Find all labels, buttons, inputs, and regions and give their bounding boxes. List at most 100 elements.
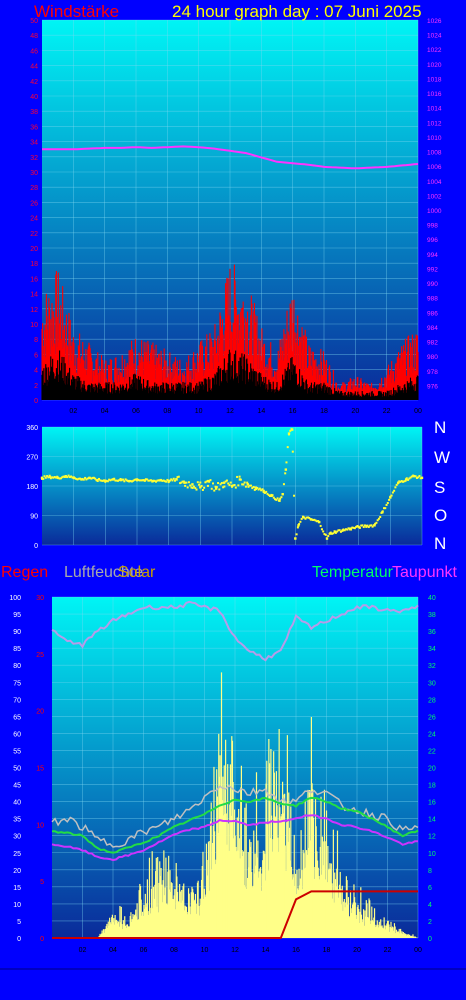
pressure-y-tick-label: 994 [427, 252, 438, 259]
direction-point [60, 477, 62, 480]
humidity-y-tick-label: 10 [13, 902, 21, 909]
direction-point [228, 484, 231, 487]
temperature-y-tick-label: 12 [428, 834, 436, 841]
rain-y-tick-label: 5 [40, 879, 44, 886]
wind-y-tick-label: 18 [30, 261, 38, 268]
direction-point [258, 487, 261, 490]
direction-point [338, 529, 341, 532]
direction-point [404, 479, 407, 482]
direction-point [72, 477, 75, 480]
temperature-y-tick-label: 8 [428, 868, 432, 875]
humidity-y-tick-label: 20 [13, 868, 21, 875]
direction-point [73, 477, 76, 480]
wind-y-tick-label: 40 [30, 94, 38, 101]
direction-point [61, 476, 64, 479]
direction-point [101, 479, 104, 482]
direction-point [256, 486, 259, 489]
direction-point [163, 480, 166, 483]
direction-point [199, 486, 202, 489]
direction-point [285, 461, 288, 464]
direction-point [42, 477, 45, 480]
direction-point [270, 493, 273, 496]
direction-point [52, 476, 55, 479]
direction-point [318, 521, 321, 524]
pressure-y-tick-label: 1022 [427, 47, 442, 54]
direction-point [223, 485, 226, 488]
direction-point [343, 529, 346, 532]
wind-y-tick-label: 50 [30, 18, 38, 25]
climate-x-tick-label: 08 [170, 947, 178, 954]
direction-point [117, 479, 119, 482]
direction-point [220, 481, 223, 484]
direction-point [85, 478, 88, 481]
direction-point [356, 524, 359, 527]
direction-point [113, 477, 116, 480]
direction-point [263, 491, 266, 494]
direction-point [44, 476, 47, 479]
apparent-temp-line [51, 784, 419, 848]
compass-north-bottom: N [434, 534, 447, 553]
direction-point [246, 483, 250, 486]
direction-point [43, 475, 46, 478]
direction-point [255, 488, 258, 491]
direction-point [232, 484, 235, 487]
direction-point [57, 477, 60, 480]
direction-point [180, 481, 183, 484]
wind-y-tick-label: 44 [30, 64, 38, 71]
direction-point [400, 480, 403, 483]
pressure-line [42, 145, 419, 170]
direction-point [361, 524, 364, 527]
climate-x-tick-label: 02 [79, 947, 87, 954]
direction-point [213, 489, 216, 492]
direction-point [384, 507, 387, 510]
humidity-y-tick-label: 15 [13, 885, 21, 892]
humidity-y-tick-label: 50 [13, 766, 21, 773]
pressure-y-tick-label: 976 [427, 383, 438, 390]
direction-point [385, 503, 388, 506]
direction-point [352, 526, 355, 529]
direction-point [364, 524, 366, 527]
pressure-y-tick-label: 996 [427, 237, 438, 244]
direction-point [127, 480, 130, 483]
direction-point [393, 489, 396, 492]
direction-point [320, 528, 323, 531]
direction-point [99, 479, 102, 482]
direction-point [300, 517, 303, 520]
direction-point [212, 482, 214, 485]
direction-point [186, 486, 189, 489]
direction-point [261, 488, 264, 491]
direction-point [90, 477, 93, 480]
wind-x-tick-label: 18 [320, 408, 328, 415]
direction-point [307, 516, 309, 519]
direction-point [405, 477, 408, 480]
direction-point [167, 479, 170, 483]
climate-x-tick-label: 00 [414, 947, 422, 954]
direction-point [71, 476, 74, 479]
climate-x-tick-label: 04 [109, 947, 117, 954]
direction-point [260, 489, 263, 492]
direction-point [365, 525, 368, 528]
direction-point [143, 479, 146, 482]
direction-point [239, 478, 242, 481]
direction-point [187, 481, 190, 484]
direction-point [203, 486, 206, 489]
wind-y-tick-label: 28 [30, 185, 38, 192]
wind-y-tick-label: 14 [30, 292, 38, 299]
direction-point [419, 477, 422, 480]
direction-point [115, 479, 118, 482]
direction-point [138, 479, 141, 482]
wind-y-tick-label: 10 [30, 322, 38, 329]
direction-point [275, 498, 278, 501]
direction-point [242, 483, 245, 486]
direction-point [390, 494, 393, 497]
direction-point [250, 484, 252, 487]
direction-point [415, 477, 418, 480]
wind-x-tick-label: 06 [132, 408, 140, 415]
wind-y-tick-label: 26 [30, 200, 38, 207]
direction-point [224, 480, 227, 483]
direction-point [262, 489, 265, 493]
rain-y-tick-label: 20 [36, 709, 44, 716]
direction-point [182, 480, 185, 483]
pressure-y-tick-label: 990 [427, 281, 438, 288]
compass-east: O [434, 506, 448, 525]
